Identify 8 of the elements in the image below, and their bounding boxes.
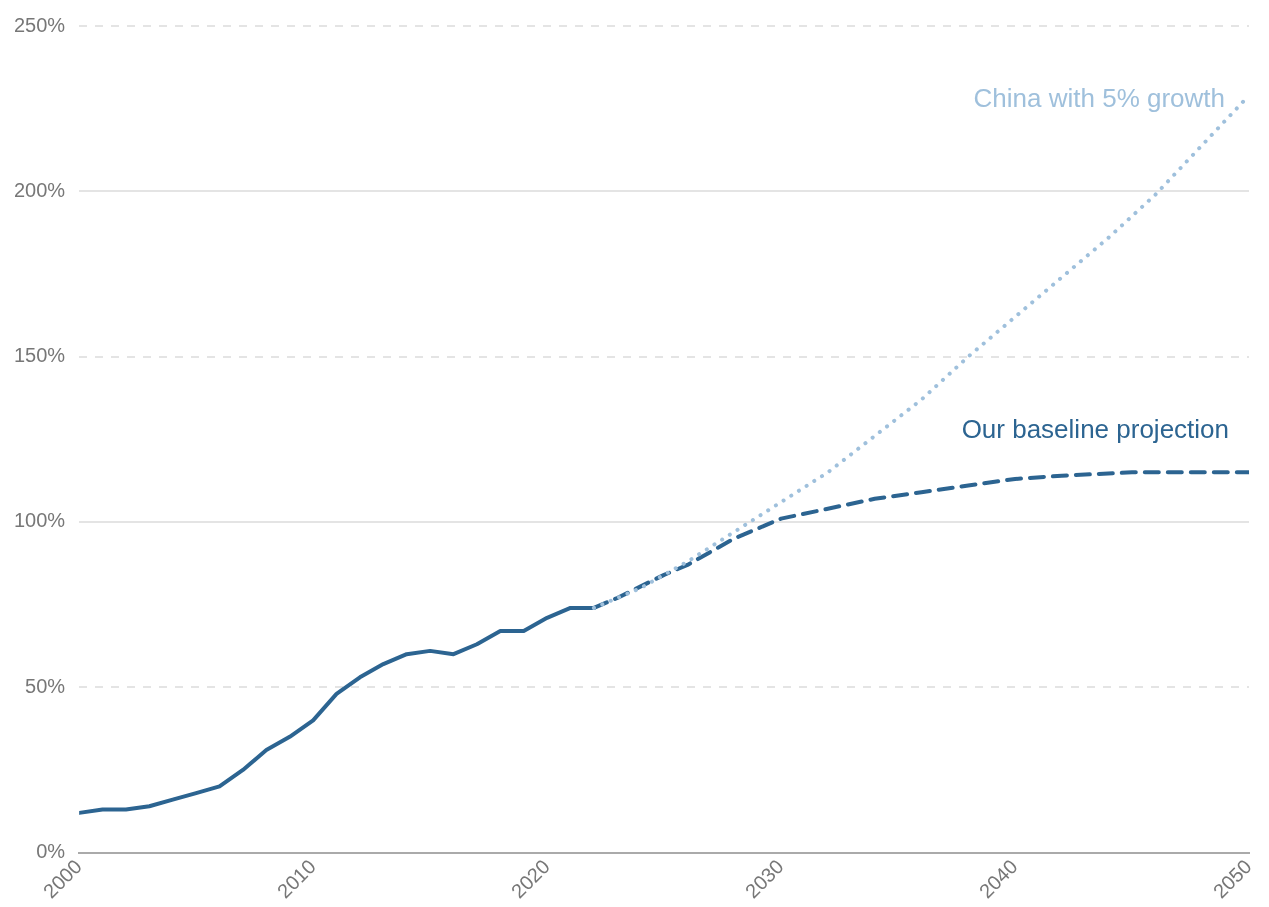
y-tick-label: 200% [14, 178, 66, 201]
y-tick-label: 150% [14, 344, 66, 367]
series-label: China with 5% growth [973, 82, 1226, 113]
y-tick-label: 0% [36, 840, 66, 863]
y-tick-label: 50% [25, 674, 66, 697]
series-label: Our baseline projection [961, 413, 1230, 444]
y-tick-label: 100% [14, 509, 66, 532]
y-tick-label: 250% [14, 13, 66, 36]
